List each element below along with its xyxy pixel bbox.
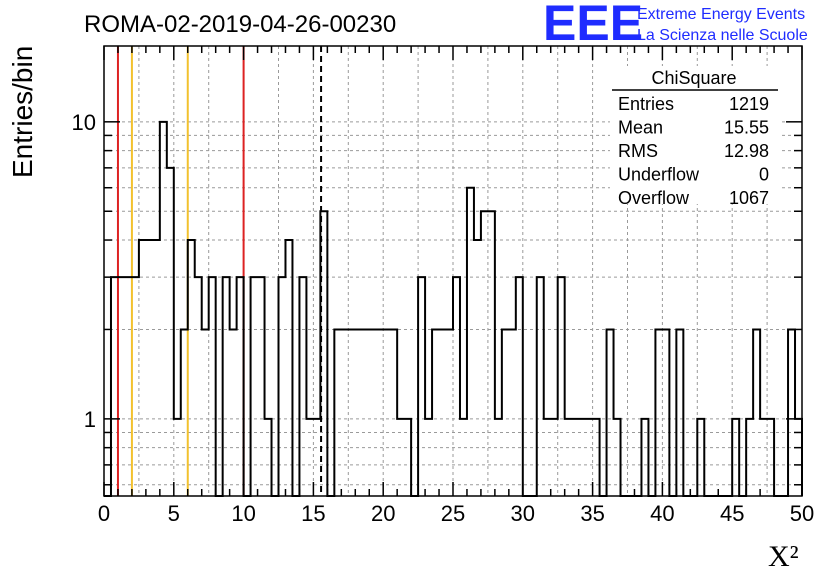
histogram-bin: [237, 277, 244, 496]
histogram-bin: [341, 329, 348, 496]
stats-row-value: 1067: [729, 188, 769, 208]
histogram-bin: [676, 329, 683, 496]
histogram-bin: [279, 277, 286, 496]
histogram-bin: [139, 240, 146, 496]
histogram-bin: [446, 329, 453, 496]
histogram-bin: [181, 329, 188, 496]
histogram-bin: [258, 277, 265, 496]
x-tick-label: 50: [790, 501, 814, 526]
histogram-bin: [376, 329, 383, 496]
histogram-bin: [132, 277, 139, 496]
logo-mark: EEE: [543, 0, 643, 51]
histogram-bin: [348, 329, 355, 496]
axis-ticks: [103, 46, 803, 496]
eee-logo: EEE Extreme Energy Events La Scienza nel…: [543, 0, 808, 51]
histogram-bin: [502, 329, 509, 496]
x-tick-label: 20: [371, 501, 395, 526]
x-tick-label: 10: [231, 501, 255, 526]
logo-line-1: Extreme Energy Events: [637, 6, 805, 23]
stats-row-label: Overflow: [618, 188, 690, 208]
histogram-bin: [320, 211, 327, 496]
stats-box-title: ChiSquare: [651, 68, 736, 88]
logo-line-2: La Scienza nelle Scuole: [637, 27, 808, 44]
x-tick-label: 5: [168, 501, 180, 526]
histogram-bin: [230, 329, 237, 496]
histogram-bin: [188, 240, 195, 496]
histogram-bin: [453, 277, 460, 496]
stats-box: ChiSquare Entries 1219 Mean 15.55 RMS 12.98 Un…: [610, 66, 780, 208]
histogram-bin: [209, 277, 216, 496]
y-tick-label: 1: [84, 407, 96, 432]
histogram-bin: [299, 277, 306, 496]
histogram-bin: [160, 122, 167, 496]
x-tick-label: 35: [580, 501, 604, 526]
histogram-bin: [251, 277, 258, 496]
y-tick-label: 10: [72, 110, 96, 135]
histogram-bin: [753, 329, 760, 496]
histogram-bin: [195, 277, 202, 496]
histogram-bin: [432, 329, 439, 496]
histogram-bin: [655, 329, 662, 496]
x-tick-labels: 0 5 10 15 20 25 30 35 40 45 50: [98, 501, 814, 526]
stats-box-frame: [610, 66, 780, 204]
stats-row-label: Underflow: [618, 165, 700, 185]
histogram-bin: [418, 277, 425, 496]
reference-lines: [116, 46, 323, 496]
histogram-bin: [362, 329, 369, 496]
x-tick-label: 30: [511, 501, 535, 526]
x-tick-label: 15: [301, 501, 325, 526]
histogram-bin: [383, 329, 390, 496]
histogram-bin: [509, 329, 516, 496]
histogram-bin: [788, 329, 795, 496]
histogram-bin: [369, 329, 376, 496]
stats-row-label: Mean: [618, 118, 663, 138]
histogram-bin: [662, 329, 669, 496]
histogram-bin: [439, 329, 446, 496]
stats-row-value: 1219: [729, 94, 769, 114]
y-axis-label: Entries/bin: [7, 46, 38, 178]
stats-row-label: RMS: [618, 141, 658, 161]
histogram-bin: [390, 329, 397, 496]
stats-row-value: 15.55: [724, 118, 769, 138]
stats-row-value: 0: [759, 165, 769, 185]
histogram-bin: [111, 277, 118, 496]
histogram-bin: [481, 211, 488, 496]
x-tick-label: 45: [720, 501, 744, 526]
histogram-bin: [607, 329, 614, 496]
histogram-bin: [153, 240, 160, 496]
chart-title: ROMA-02-2019-04-26-00230: [84, 11, 396, 38]
y-tick-labels: 1 10: [72, 110, 96, 432]
histogram-bin: [118, 277, 125, 496]
stats-row-value: 12.98: [724, 141, 769, 161]
histogram-bin: [285, 240, 292, 496]
x-tick-label: 25: [441, 501, 465, 526]
histogram-bin: [474, 240, 481, 496]
histogram-bin: [467, 188, 474, 496]
histogram-bin: [558, 277, 565, 496]
histogram-bin: [167, 168, 174, 496]
histogram-bin: [125, 277, 132, 496]
histogram-bin: [488, 211, 495, 496]
histogram-bin: [516, 277, 523, 496]
x-axis-label: X²: [768, 540, 799, 572]
histogram-bin: [202, 329, 209, 496]
histogram-bin: [223, 277, 230, 496]
x-tick-label: 0: [98, 501, 110, 526]
x-tick-label: 40: [650, 501, 674, 526]
stats-row-label: Entries: [618, 94, 674, 114]
histogram-bin: [334, 329, 341, 496]
histogram-bin: [537, 277, 544, 496]
histogram-bin: [146, 240, 153, 496]
histogram-bin: [355, 329, 362, 496]
